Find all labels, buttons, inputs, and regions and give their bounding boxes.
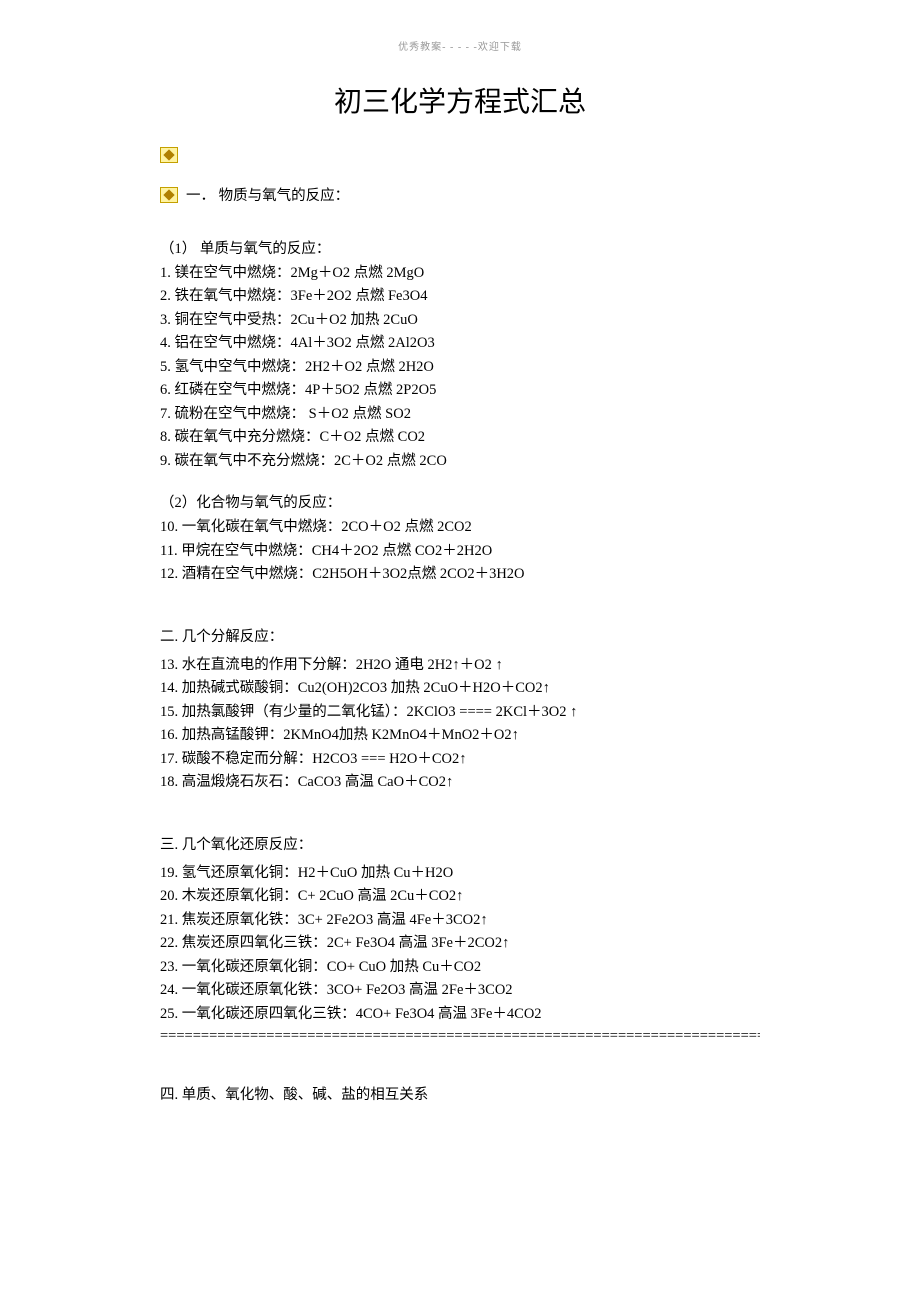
equation-item: 23. 一氧化碳还原氧化铜：CO+ CuO 加热 Cu＋CO2	[160, 956, 760, 979]
equation-item: 13. 水在直流电的作用下分解：2H2O 通电 2H2↑＋O2 ↑	[160, 654, 760, 677]
header-note: 优秀教案- - - - -欢迎下载	[0, 38, 920, 53]
spacer	[160, 1045, 760, 1083]
section-1-sub-2: （2）化合物与氧气的反应：	[160, 491, 760, 512]
equation-item: 15. 加热氯酸钾（有少量的二氧化锰）：2KClO3 ==== 2KCl＋3O2…	[160, 701, 760, 724]
equation-item: 18. 高温煅烧石灰石：CaCO3 高温 CaO＋CO2↑	[160, 771, 760, 794]
equation-item: 25. 一氧化碳还原四氧化三铁：4CO+ Fe3O4 高温 3Fe＋4CO2	[160, 1003, 760, 1026]
equation-item: 19. 氢气还原氧化铜：H2＋CuO 加热 Cu＋H2O	[160, 862, 760, 885]
section-1-heading-line: 一． 物质与氧气的反应：	[160, 184, 760, 205]
spacer	[160, 219, 760, 237]
equation-item: 6. 红磷在空气中燃烧：4P＋5O2 点燃 2P2O5	[160, 379, 760, 402]
equation-item: 10. 一氧化碳在氧气中燃烧：2CO＋O2 点燃 2CO2	[160, 516, 760, 539]
equation-item: 22. 焦炭还原四氧化三铁：2C+ Fe3O4 高温 3Fe＋2CO2↑	[160, 932, 760, 955]
spacer	[160, 473, 760, 491]
diamond-icon	[160, 147, 178, 163]
equation-item: 12. 酒精在空气中燃烧：C2H5OH＋3O2点燃 2CO2＋3H2O	[160, 563, 760, 586]
section-2-heading: 二. 几个分解反应：	[160, 625, 760, 646]
equation-item: 8. 碳在氧气中充分燃烧：C＋O2 点燃 CO2	[160, 426, 760, 449]
page-title: 初三化学方程式汇总	[160, 80, 760, 120]
equation-item: 3. 铜在空气中受热：2Cu＋O2 加热 2CuO	[160, 309, 760, 332]
equation-item: 21. 焦炭还原氧化铁：3C+ 2Fe2O3 高温 4Fe＋3CO2↑	[160, 909, 760, 932]
equation-item: 1. 镁在空气中燃烧：2Mg＋O2 点燃 2MgO	[160, 262, 760, 285]
section-1-heading: 一． 物质与氧气的反应：	[186, 188, 349, 204]
equation-item: 5. 氢气中空气中燃烧：2H2＋O2 点燃 2H2O	[160, 356, 760, 379]
spacer	[160, 587, 760, 625]
section-4-heading: 四. 单质、氧化物、酸、碱、盐的相互关系	[160, 1083, 760, 1104]
equation-item: 20. 木炭还原氧化铜：C+ 2CuO 高温 2Cu＋CO2↑	[160, 885, 760, 908]
equation-item: 14. 加热碱式碳酸铜：Cu2(OH)2CO3 加热 2CuO＋H2O＋CO2↑	[160, 677, 760, 700]
divider-line: ========================================…	[160, 1028, 760, 1045]
document-page: 初三化学方程式汇总 一． 物质与氧气的反应： （1） 单质与氧气的反应： 1. …	[0, 0, 920, 1172]
equation-item: 2. 铁在氧气中燃烧：3Fe＋2O2 点燃 Fe3O4	[160, 285, 760, 308]
spacer	[160, 795, 760, 833]
equation-item: 24. 一氧化碳还原氧化铁：3CO+ Fe2O3 高温 2Fe＋3CO2	[160, 979, 760, 1002]
equation-item: 17. 碳酸不稳定而分解：H2CO3 === H2O＋CO2↑	[160, 748, 760, 771]
section-3-heading: 三. 几个氧化还原反应：	[160, 833, 760, 854]
section-1-sub-1: （1） 单质与氧气的反应：	[160, 237, 760, 258]
diamond-icon	[160, 187, 178, 203]
icon-line-1	[160, 146, 760, 164]
equation-item: 4. 铝在空气中燃烧：4Al＋3O2 点燃 2Al2O3	[160, 332, 760, 355]
equation-item: 16. 加热高锰酸钾：2KMnO4加热 K2MnO4＋MnO2＋O2↑	[160, 724, 760, 747]
equation-item: 11. 甲烷在空气中燃烧：CH4＋2O2 点燃 CO2＋2H2O	[160, 540, 760, 563]
equation-item: 7. 硫粉在空气中燃烧： S＋O2 点燃 SO2	[160, 403, 760, 426]
equation-item: 9. 碳在氧气中不充分燃烧：2C＋O2 点燃 2CO	[160, 450, 760, 473]
